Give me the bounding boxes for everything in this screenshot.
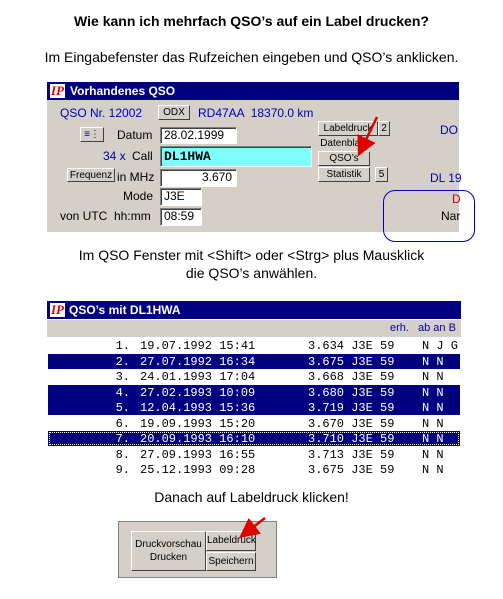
qsos-button[interactable]: QSO’s xyxy=(318,151,370,166)
list-row[interactable] xyxy=(48,431,460,446)
cell: 3.670 J3E 59 xyxy=(308,416,395,431)
cell: 20.09.1993 16:10 xyxy=(140,432,256,446)
utc-field[interactable]: 08:59 xyxy=(160,208,202,226)
cell: 19.07.1992 15:41 xyxy=(140,339,256,353)
cell: N N xyxy=(422,370,444,384)
column-header: ab an B xyxy=(418,322,456,334)
cell: 3.719 J3E 59 xyxy=(308,401,395,415)
list-button[interactable]: ≡⋮ xyxy=(80,127,104,142)
frequenz-button[interactable]: Frequenz xyxy=(67,168,115,182)
list-row[interactable] xyxy=(48,338,460,353)
cell: 3.668 J3E 59 xyxy=(308,370,395,384)
labeldruck-button[interactable]: Labeldruck xyxy=(318,121,378,136)
cell: 4. xyxy=(115,385,130,400)
list-row[interactable] xyxy=(48,446,460,462)
cell: N N xyxy=(422,447,444,462)
cell: 27.09.1993 16:55 xyxy=(140,447,256,462)
cell: N N xyxy=(422,401,444,415)
logo: IP xyxy=(50,83,65,98)
cell: 1. xyxy=(115,339,130,353)
cell: 24.01.1993 17:04 xyxy=(140,370,256,384)
number-button[interactable]: 5 xyxy=(375,167,388,182)
cell: 27.02.1993 10:09 xyxy=(140,385,256,400)
title-bar xyxy=(47,301,461,319)
cell: N N xyxy=(422,432,444,446)
instruction: Im QSO Fenster mit <Shift> oder <Strg> p… xyxy=(78,247,425,263)
cell: 3.675 J3E 59 xyxy=(308,463,395,477)
column-header: erh. xyxy=(390,322,409,334)
label: Drucken xyxy=(149,552,188,563)
right-text: D xyxy=(452,192,461,206)
cell: 3. xyxy=(115,370,130,384)
cell: 2. xyxy=(115,354,130,369)
logo: IP xyxy=(50,302,65,317)
mode-field[interactable]: J3E xyxy=(160,188,202,206)
list-row[interactable] xyxy=(48,384,460,400)
cell: N N xyxy=(422,385,444,400)
datum-label: Datum xyxy=(117,128,153,142)
instruction: Danach auf Labeldruck klicken! xyxy=(154,489,349,505)
print-button[interactable]: Druckvorschau Drucken xyxy=(131,531,206,571)
window-title: Vorhandenes QSO xyxy=(70,84,176,98)
cell: 8. xyxy=(115,447,130,462)
header-row xyxy=(47,320,461,337)
title-bar xyxy=(47,82,459,100)
mhz-label: in MHz xyxy=(117,170,155,184)
mode-label: Mode xyxy=(123,189,154,203)
cell: 25.12.1993 09:28 xyxy=(140,463,256,477)
cell: 27.07.1992 16:34 xyxy=(140,354,256,369)
arrow xyxy=(357,116,379,157)
call-label: Call xyxy=(132,149,153,163)
cell: 7. xyxy=(115,432,130,446)
right-text: Nar xyxy=(441,209,461,223)
speichern-button[interactable]: Speichern xyxy=(206,552,256,571)
datum-field[interactable]: 28.02.1999 xyxy=(160,127,237,144)
cell: 3.713 J3E 59 xyxy=(308,447,395,462)
cell: N J G xyxy=(422,339,459,353)
datenblatt-button[interactable]: Datenblatt xyxy=(318,137,368,151)
qso-nr: QSO Nr. 12002 xyxy=(60,106,143,120)
cell: 9. xyxy=(115,463,130,477)
call-field[interactable]: DL1HWA xyxy=(160,146,312,167)
list-row[interactable] xyxy=(48,369,460,384)
cell: N N xyxy=(422,463,444,477)
utc-label: von UTC hh:mm xyxy=(60,209,151,223)
cell: 3.710 J3E 59 xyxy=(308,432,395,446)
distance: RD47AA 18370.0 km xyxy=(198,106,314,120)
label: Druckvorschau xyxy=(135,539,202,550)
cell: 6. xyxy=(115,416,130,431)
list-row[interactable] xyxy=(48,400,460,415)
frame xyxy=(383,190,475,242)
cell: 12.04.1993 15:36 xyxy=(140,401,256,415)
cell: 5. xyxy=(115,401,130,415)
cell: N N xyxy=(422,416,444,431)
cell: 3.634 J3E 59 xyxy=(308,339,395,353)
right-text: DO xyxy=(440,123,458,137)
list-row[interactable] xyxy=(48,462,460,477)
list-row[interactable] xyxy=(48,415,460,431)
statistik-button[interactable]: Statistik xyxy=(318,167,370,182)
cell: 3.680 J3E 59 xyxy=(308,385,395,400)
heading: Wie kann ich mehrfach QSO’s auf ein Labe… xyxy=(74,13,429,29)
number-button[interactable]: 2 xyxy=(378,121,390,136)
cell: N N xyxy=(422,354,444,369)
odx-button[interactable]: ODX xyxy=(158,105,190,120)
list-row[interactable] xyxy=(48,353,460,369)
cell: 19.09.1993 15:20 xyxy=(140,416,256,431)
mhz-field[interactable]: 3.670 xyxy=(160,169,237,187)
instruction: die QSO’s anwählen. xyxy=(185,265,318,281)
arrow xyxy=(239,517,266,539)
cell: 3.675 J3E 59 xyxy=(308,354,395,369)
count: 34 x xyxy=(103,149,126,163)
intro: Im Eingabefenster das Rufzeichen eingebe… xyxy=(44,49,459,65)
window-title: QSO’s mit DL1HWA xyxy=(69,303,181,317)
right-text: DL 19 xyxy=(430,171,462,185)
